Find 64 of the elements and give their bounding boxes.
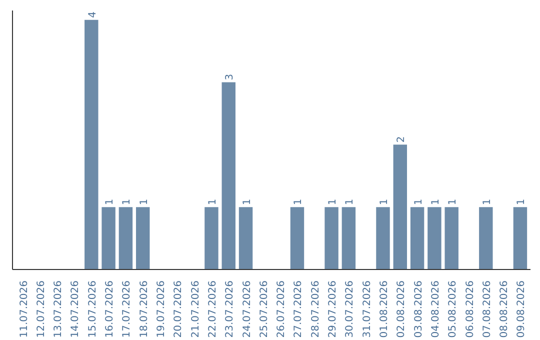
bar — [238, 207, 253, 270]
data-label: 1 — [242, 198, 253, 206]
x-tick-label: 24.07.2026 — [242, 280, 253, 338]
x-tick-label: 31.07.2026 — [362, 280, 373, 338]
bar — [324, 207, 338, 270]
bar — [290, 207, 304, 270]
data-label: 1 — [516, 198, 528, 206]
x-tick-label: 30.07.2026 — [344, 280, 356, 338]
data-label: 1 — [328, 198, 339, 206]
data-label: 1 — [344, 198, 356, 206]
bar — [342, 207, 356, 270]
x-tick-label: 05.08.2026 — [448, 280, 459, 338]
x-tick-label: 01.08.2026 — [378, 280, 390, 338]
data-label: 1 — [430, 198, 442, 206]
x-tick-label: 16.07.2026 — [104, 280, 116, 338]
x-tick-label: 06.08.2026 — [464, 280, 476, 338]
x-tick-label: 14.07.2026 — [70, 280, 82, 338]
bar — [136, 207, 150, 270]
bar — [513, 207, 528, 270]
data-label: 3 — [224, 74, 236, 80]
data-label: 1 — [104, 198, 116, 206]
x-tick-label: 20.07.2026 — [173, 280, 184, 338]
x-tick-label: 07.08.2026 — [482, 280, 493, 338]
data-label: 1 — [378, 198, 390, 206]
x-tick-label: 26.07.2026 — [276, 280, 288, 338]
bar — [84, 20, 98, 270]
x-tick-label: 21.07.2026 — [190, 280, 202, 338]
data-label: 4 — [87, 11, 98, 18]
x-tick-label: 12.07.2026 — [36, 280, 47, 338]
bar — [479, 207, 493, 270]
x-tick-label: 25.07.2026 — [258, 280, 270, 338]
bar — [410, 207, 424, 270]
x-tick-label: 03.08.2026 — [413, 280, 424, 338]
bar — [222, 82, 236, 270]
data-label: 1 — [138, 198, 150, 206]
x-tick-label: 22.07.2026 — [207, 280, 218, 338]
x-tick-label: 28.07.2026 — [310, 280, 322, 338]
data-label: 1 — [482, 198, 493, 206]
data-label: 2 — [396, 136, 408, 143]
x-tick-label: 18.07.2026 — [138, 280, 150, 338]
x-tick-label: 11.07.2026 — [18, 280, 30, 338]
x-tick-label: 13.07.2026 — [53, 280, 64, 338]
bar — [444, 207, 458, 270]
x-tick-label: 09.08.2026 — [516, 280, 528, 338]
x-tick-label: 04.08.2026 — [430, 280, 442, 338]
data-label: 1 — [413, 198, 424, 206]
bar — [376, 207, 390, 270]
bar — [204, 207, 218, 270]
bar — [118, 207, 133, 270]
bar — [102, 207, 116, 270]
bar — [393, 144, 408, 270]
x-tick-label: 15.07.2026 — [87, 280, 98, 338]
x-tick-label: 27.07.2026 — [293, 280, 304, 338]
data-label: 1 — [448, 198, 459, 206]
bar — [428, 207, 442, 270]
data-label: 1 — [122, 198, 133, 206]
x-tick-label: 08.08.2026 — [499, 280, 510, 338]
x-tick-label: 17.07.2026 — [122, 280, 133, 338]
x-tick-label: 02.08.2026 — [396, 280, 408, 338]
x-tick-label: 23.07.2026 — [224, 280, 236, 338]
data-label: 1 — [207, 198, 218, 206]
x-tick-label: 29.07.2026 — [328, 280, 339, 338]
data-label: 1 — [293, 198, 304, 206]
x-tick-label: 19.07.2026 — [156, 280, 168, 338]
